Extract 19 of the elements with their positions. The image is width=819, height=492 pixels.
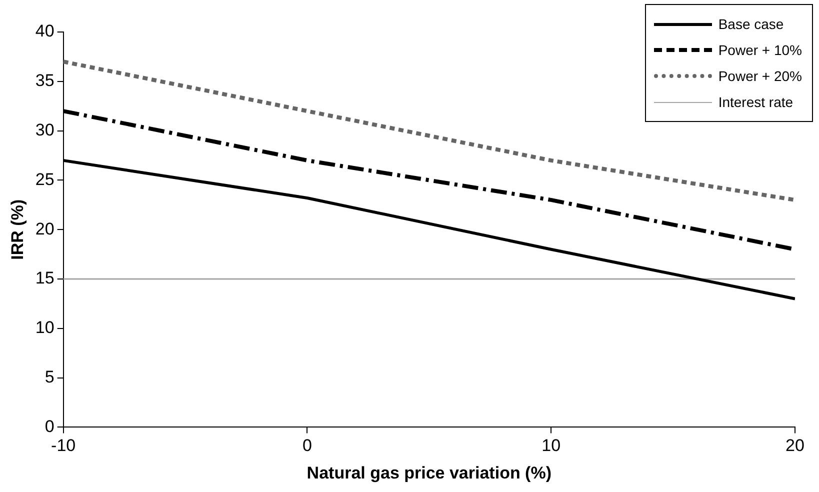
legend-label: Base case: [718, 16, 784, 32]
x-tick-label: 10: [542, 436, 561, 456]
y-tick-label: 20: [35, 219, 54, 238]
legend-label: Power + 10%: [718, 42, 802, 58]
y-tick-label: 15: [35, 268, 54, 288]
y-tick-label: 10: [35, 318, 54, 338]
legend-label: Interest rate: [718, 94, 794, 110]
legend-label: Power + 20%: [718, 68, 802, 84]
y-tick-label: 35: [35, 71, 54, 90]
y-tick-label: 0: [44, 416, 54, 436]
x-tick-label: 20: [786, 436, 804, 456]
y-tick-label: 5: [44, 367, 54, 386]
y-tick-label: 40: [35, 22, 54, 41]
x-axis-title: Natural gas price variation (%): [306, 463, 552, 482]
x-tick-label: 0: [302, 436, 312, 456]
x-tick-label: -10: [51, 436, 76, 456]
y-axis-title: IRR (%): [8, 199, 27, 260]
y-tick-label: 25: [35, 170, 54, 189]
y-tick-label: 30: [35, 120, 54, 140]
